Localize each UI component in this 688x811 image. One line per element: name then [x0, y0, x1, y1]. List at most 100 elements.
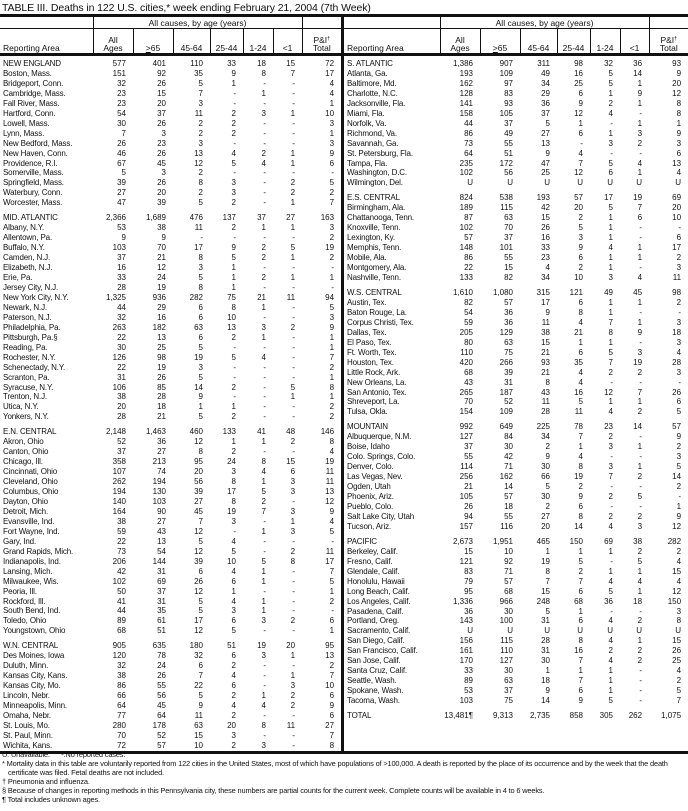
cell-25-44: 2 — [578, 566, 583, 576]
cell-area: South Bend, Ind. — [3, 606, 61, 616]
cell-under-1: 11 — [286, 720, 296, 730]
table-row: Peoria, Ill. 50 37 12 1 - - 1 — [0, 587, 341, 597]
cell-all-ages: 121 — [459, 556, 473, 566]
cell-area: Mobile, Ala. — [347, 253, 387, 263]
cell-45-64: 56 — [194, 477, 203, 487]
table-row: Cambridge, Mass. 23 15 7 - 1 - 4 — [0, 89, 341, 99]
cell-under-1: 2 — [637, 656, 643, 666]
table-row: Wilmington, Del. U U U U U U U — [344, 178, 688, 188]
cell-45-64: 33 — [541, 243, 550, 253]
cell-area: MID. ATLANTIC — [3, 213, 58, 223]
cell-pi-total: 4 — [329, 447, 335, 457]
cell-45-64: 9 — [198, 392, 203, 402]
cell-1-24: - — [263, 362, 266, 372]
cell-1-24: 18 — [257, 59, 266, 68]
cell-25-44: 6 — [578, 88, 583, 98]
cell-all-ages: 54 — [117, 108, 126, 118]
cell-1-24: - — [263, 681, 266, 691]
cell-under-1: 2 — [637, 616, 643, 626]
table-row: Atlanta, Ga. 193 109 49 16 5 14 9 — [344, 69, 688, 79]
cell-25-44: 19 — [574, 472, 583, 482]
cell-area: W.S. CENTRAL — [347, 287, 402, 297]
cell-25-44: 8 — [578, 307, 583, 317]
table-row: Evansville, Ind. 38 27 7 3 - 1 4 — [0, 517, 341, 527]
cell-area: Corpus Christi, Tex. — [347, 317, 414, 327]
cell-under-1: - — [639, 482, 643, 492]
cell-under-1: - — [639, 337, 643, 347]
cell-25-44: - — [233, 98, 236, 108]
cell-25-44: 21 — [574, 327, 583, 337]
cell-all-ages: 39 — [117, 178, 126, 188]
cell-under-1: - — [639, 452, 643, 462]
cell-under-1: 3 — [290, 487, 296, 497]
table-row: Colo. Springs, Colo. 55 42 9 4 - - 3 — [344, 452, 688, 462]
cell-all-ages: 2,148 — [105, 427, 126, 437]
cell-1-24: 1 — [608, 337, 613, 347]
table-row: Cincinnati, Ohio 107 74 20 3 4 6 11 — [0, 467, 341, 477]
cell-45-64: 17 — [194, 616, 203, 626]
cell-65-plus: 115 — [500, 636, 513, 646]
footnote-star: * Mortality data in this table are volun… — [2, 759, 668, 778]
cell-45-64: 13 — [541, 138, 550, 148]
cell-1-24: 7 — [608, 357, 613, 367]
cell-all-ages: 193 — [459, 68, 473, 78]
cell-1-24: 1 — [261, 576, 266, 586]
cell-1-24: 19 — [257, 641, 266, 651]
table-row: Detroit, Mich. 164 90 45 19 7 3 9 — [0, 507, 341, 517]
cell-pi-total: 5 — [329, 526, 335, 536]
cell-25-44: 2 — [231, 198, 236, 208]
cell-25-44: 17 — [227, 487, 236, 497]
right-table-panel: All causes, by age (years) Reporting Are… — [344, 17, 688, 751]
cell-all-ages: 59 — [117, 526, 126, 536]
cell-pi-total: 9 — [329, 701, 335, 711]
cell-45-64: 3 — [198, 98, 203, 108]
cell-45-64: 11 — [541, 397, 550, 407]
region-row: NEW ENGLAND 577 401 110 33 18 15 72 — [0, 55, 341, 69]
cell-area: Evansville, Ind. — [3, 516, 55, 526]
cell-1-24: U — [607, 626, 613, 636]
cell-all-ages: 22 — [117, 536, 126, 546]
table-row: Indianapolis, Ind. 206 144 39 10 5 8 17 — [0, 557, 341, 567]
table-row: Canton, Ohio 37 27 8 2 - - 4 — [0, 447, 341, 457]
cell-pi-total: 9 — [676, 128, 682, 138]
cell-65-plus: 30 — [504, 606, 513, 616]
cell-25-44: 133 — [222, 427, 236, 437]
cell-under-1: 1 — [290, 671, 296, 681]
cell-65-plus: 194 — [152, 477, 166, 487]
cell-under-1: - — [639, 233, 643, 243]
table-row: Denver, Colo. 114 71 30 8 3 1 5 — [344, 462, 688, 472]
cell-45-64: 7 — [198, 88, 203, 98]
cell-under-1: - — [292, 402, 296, 412]
cell-1-24: 1 — [261, 691, 266, 701]
cell-1-24: 5 — [608, 696, 613, 706]
cell-area: Lincoln, Nebr. — [3, 691, 50, 701]
cell-area: Detroit, Mich. — [3, 506, 49, 516]
cell-all-ages: 54 — [464, 307, 473, 317]
cell-area: Fresno, Calif. — [347, 556, 393, 566]
cell-all-ages: 70 — [117, 730, 126, 740]
cell-1-24: 23 — [604, 422, 613, 432]
cell-45-64: 20 — [194, 467, 203, 477]
cell-45-64: 28 — [541, 636, 550, 646]
cell-45-64: 22 — [194, 681, 203, 691]
cell-65-plus: 52 — [157, 730, 166, 740]
cell-25-44: 858 — [569, 711, 583, 721]
cell-all-ages: 143 — [459, 616, 473, 626]
cell-pi-total: 15 — [672, 566, 682, 576]
cell-pi-total: U — [675, 626, 682, 636]
cell-area: Wichita, Kans. — [3, 740, 53, 750]
cell-45-64: 16 — [541, 233, 550, 243]
cell-25-44: 16 — [574, 646, 583, 656]
cell-65-plus: 187 — [499, 387, 513, 397]
cell-all-ages: 38 — [117, 392, 126, 402]
table-row: Austin, Tex. 82 57 17 6 1 1 2 — [344, 298, 688, 308]
cell-25-44: 5 — [231, 352, 236, 362]
col-1-24: 1-24 — [590, 28, 621, 56]
cell-25-44: 9 — [578, 492, 583, 502]
cell-under-1: - — [292, 606, 296, 616]
cell-under-1: - — [292, 412, 296, 422]
cell-25-44: 6 — [578, 616, 583, 626]
cell-65-plus: 30 — [504, 442, 513, 452]
cell-25-44: U — [577, 626, 583, 636]
table-row: Portland, Oreg. 143 100 31 6 4 2 8 — [344, 616, 688, 626]
